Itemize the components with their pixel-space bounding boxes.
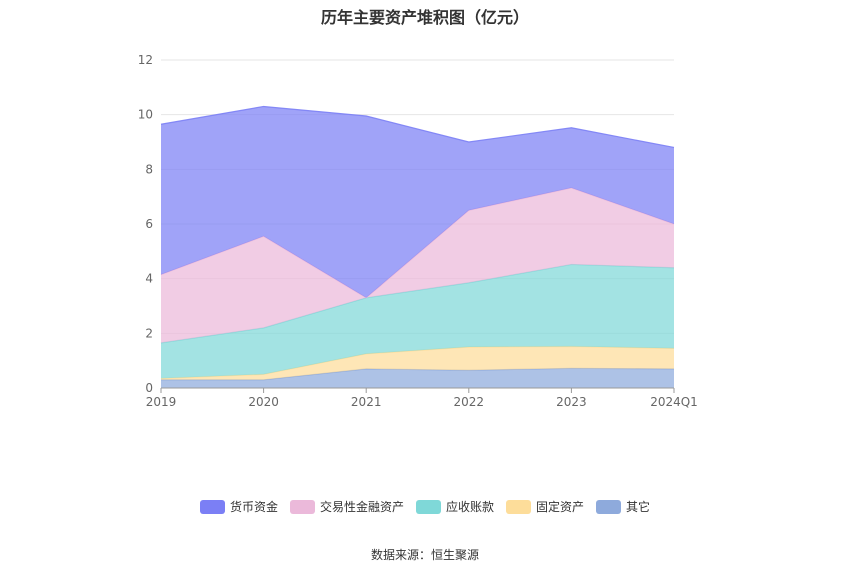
legend-label: 交易性金融资产 <box>319 500 404 514</box>
x-tick-label: 2020 <box>248 395 279 409</box>
x-tick-label: 2024Q1 <box>650 395 698 409</box>
legend-label: 其它 <box>626 500 651 514</box>
area-series-edge-4 <box>160 105 675 149</box>
y-tick-label: 12 <box>138 53 153 67</box>
y-tick-label: 10 <box>138 108 153 122</box>
x-tick-label: 2019 <box>146 395 177 409</box>
y-tick-label: 2 <box>145 326 153 340</box>
area-series-1 <box>161 346 674 380</box>
axes: 0 2 4 6 8 10 12 2019 2020 2021 2022 2023 2024Q1 <box>138 53 698 409</box>
legend-item[interactable]: 应收账款 <box>415 498 494 515</box>
y-tick-label: 6 <box>145 217 153 231</box>
y-tick-label: 0 <box>145 381 153 395</box>
legend-swatch <box>199 499 225 514</box>
x-tick-label: 2023 <box>556 395 587 409</box>
legend-label: 固定资产 <box>536 500 585 514</box>
legend-item[interactable]: 其它 <box>596 498 650 515</box>
x-tick-label: 2021 <box>351 395 382 409</box>
y-tick-label: 4 <box>145 272 153 286</box>
legend-swatch <box>289 499 315 514</box>
x-tick-label: 2022 <box>454 395 485 409</box>
area-series-0 <box>161 368 674 388</box>
area-series-3 <box>161 187 674 343</box>
chart-title: 历年主要资产堆积图（亿元） <box>320 8 529 27</box>
area-series-4 <box>161 106 674 298</box>
legend-item[interactable]: 固定资产 <box>506 498 584 515</box>
legend: 货币资金 交易性金融资产 应收账款 固定资产 其它 <box>0 498 850 515</box>
y-tick-label: 8 <box>145 162 153 176</box>
legend-item[interactable]: 货币资金 <box>199 498 278 515</box>
legend-swatch <box>506 499 531 514</box>
area-series-2 <box>161 264 674 379</box>
legend-label: 应收账款 <box>445 500 494 514</box>
legend-swatch <box>596 499 622 514</box>
legend-item[interactable]: 交易性金融资产 <box>289 498 404 515</box>
source-note: 数据来源：恒生聚源 <box>370 548 479 562</box>
legend-label: 货币资金 <box>229 500 278 514</box>
legend-swatch <box>415 499 441 514</box>
area-series <box>160 105 675 388</box>
